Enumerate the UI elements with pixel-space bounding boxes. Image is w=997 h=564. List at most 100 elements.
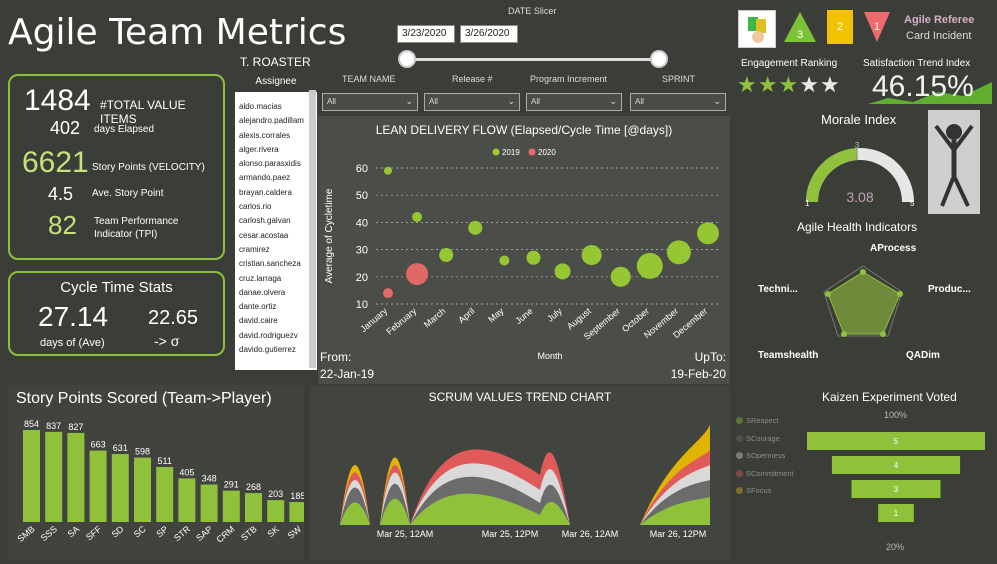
date-to-input[interactable]: 3/26/2020 — [460, 25, 518, 43]
star-icon: ★ — [757, 72, 779, 97]
roster-item[interactable]: cristian.sancheza — [239, 259, 301, 269]
scatter-point[interactable] — [697, 222, 719, 245]
cycle-time-avg: 27.14 — [38, 301, 109, 332]
roster-item[interactable]: david.caire — [239, 316, 278, 326]
roster-item[interactable]: david.rodriguezv — [239, 330, 298, 340]
radar-axis-teamshealth: Teamshealth — [758, 350, 818, 361]
story-bar[interactable] — [178, 478, 196, 522]
date-slider-handle-start[interactable] — [398, 50, 416, 68]
date-from-input[interactable]: 3/23/2020 — [397, 25, 455, 43]
roster-item[interactable]: cruz.larraga — [239, 273, 282, 283]
from-value: 22-Jan-19 — [320, 367, 374, 381]
satisfaction-value: 46.15% — [872, 70, 974, 103]
satisfaction-label: Satisfaction Trend Index — [863, 58, 971, 69]
roster-column-header[interactable]: Assignee — [235, 72, 317, 92]
scatter-point[interactable] — [384, 166, 392, 175]
filter-dropdown[interactable]: All ⌄ — [322, 93, 418, 111]
scatter-point[interactable] — [581, 245, 602, 266]
roster-item[interactable]: cramirez — [239, 244, 270, 254]
kaizen-bar[interactable] — [851, 480, 941, 498]
story-bar-value: 185 — [290, 491, 304, 501]
roster-item[interactable]: alejandro.padillam — [239, 116, 304, 126]
kaizen-bar[interactable] — [878, 504, 914, 522]
filter-dropdown[interactable]: All ⌄ — [630, 93, 726, 111]
star-icon: ★ — [819, 72, 841, 97]
story-bar[interactable] — [45, 431, 63, 522]
story-bar-value: 268 — [246, 482, 261, 492]
scatter-point[interactable] — [412, 211, 423, 222]
scrum-x-tick-1: Mar 25, 12PM — [482, 529, 539, 539]
y-axis-label: Average of Cycletime — [324, 188, 335, 283]
roster-item[interactable]: alexis.corrales — [239, 130, 291, 140]
scrum-trend-title: SCRUM VALUES TREND CHART — [428, 390, 612, 404]
story-bar[interactable] — [111, 454, 129, 522]
story-bar[interactable] — [89, 450, 107, 522]
scatter-point[interactable] — [666, 240, 691, 265]
roster-item[interactable]: brayan.caldera — [239, 187, 292, 197]
scatter-point[interactable] — [499, 255, 510, 266]
roster-item[interactable]: alonso.parasxidis — [239, 159, 301, 169]
story-bar[interactable] — [156, 466, 174, 522]
roster-item[interactable]: alger.rivera — [239, 144, 279, 154]
from-label: From: — [320, 350, 351, 364]
roster-item[interactable]: carlos.rio — [239, 202, 272, 212]
story-points-chart: 854 SMB 837 SSS 827 SA 663 SFF 631 SD 598 SC 511 SP 40… — [15, 419, 304, 545]
roster-item[interactable]: carlosh.galvan — [239, 216, 291, 226]
story-bar[interactable] — [289, 502, 304, 522]
story-bar[interactable] — [222, 490, 240, 522]
scatter-point[interactable] — [526, 250, 541, 265]
chevron-down-icon: ⌄ — [507, 96, 515, 106]
card-incident-label: Card Incident — [906, 30, 972, 42]
cycle-time-card: Cycle Time Stats 27.14 22.65 days of (Av… — [8, 271, 225, 356]
story-bar[interactable] — [67, 432, 85, 522]
cycle-time-avg-label: days of (Ave) — [40, 337, 105, 349]
scatter-point[interactable] — [406, 263, 429, 286]
roster-item[interactable]: armando.paez — [239, 173, 291, 183]
scatter-point[interactable] — [610, 266, 631, 287]
roster-item[interactable]: dante.ortiz — [239, 302, 277, 312]
filter-dropdown[interactable]: All ⌄ — [526, 93, 622, 111]
scatter-point[interactable] — [439, 248, 454, 263]
scatter-point[interactable] — [554, 263, 571, 280]
summary-card: 1484 #TOTAL VALUE ITEMS 402 days Elapsed… — [8, 74, 225, 260]
story-bar-label: SW — [286, 524, 304, 541]
roster-scrollbar[interactable] — [309, 90, 316, 368]
story-bar[interactable] — [200, 484, 218, 522]
scatter-point[interactable] — [383, 288, 393, 299]
y-tick-label: 40 — [356, 217, 368, 229]
upto-value: 19-Feb-20 — [671, 367, 727, 381]
roster-item[interactable]: cesar.acostaa — [239, 230, 289, 240]
scatter-point[interactable] — [636, 252, 663, 279]
story-bar-label: SC — [132, 524, 148, 540]
kaizen-bar-label: 3 — [894, 485, 899, 494]
story-bar[interactable] — [134, 457, 151, 522]
story-bar[interactable] — [245, 493, 262, 522]
kaizen-bar[interactable] — [831, 456, 961, 474]
date-slider-track — [406, 58, 660, 61]
story-bar[interactable] — [23, 430, 40, 522]
date-slider-handle-end[interactable] — [650, 50, 668, 68]
tpi-value: 82 — [48, 210, 77, 240]
scatter-point[interactable] — [468, 220, 483, 235]
kaizen-bar[interactable] — [807, 432, 985, 450]
roster-item[interactable]: aldo.macias — [239, 102, 282, 111]
kaizen-bottom-label: 20% — [886, 542, 905, 552]
x-tick-label: May — [486, 306, 506, 325]
story-bar-label: CRM — [214, 524, 236, 545]
story-bar[interactable] — [267, 500, 285, 522]
radar-axis-product: Produc... — [928, 284, 971, 295]
story-bar-value: 348 — [202, 474, 217, 484]
roster-item[interactable]: davido.gutierrez — [239, 345, 296, 355]
scrum-x-tick-2: Mar 26, 12AM — [562, 529, 619, 539]
legend-label: 2019 — [502, 148, 520, 157]
roster-item[interactable]: danae.olvera — [239, 287, 286, 297]
scrum-x-tick-0: Mar 25, 12AM — [377, 529, 434, 539]
y-tick-label: 60 — [356, 163, 368, 175]
y-tick-label: 50 — [356, 190, 368, 202]
story-bar-label: STB — [239, 524, 259, 543]
story-bar-value: 511 — [158, 456, 172, 466]
tpi-label-1: Team Performance — [94, 216, 179, 227]
filter-dropdown[interactable]: All ⌄ — [424, 93, 520, 111]
avg-story-point: 4.5 — [48, 184, 74, 204]
upto-label: UpTo: — [695, 350, 726, 364]
